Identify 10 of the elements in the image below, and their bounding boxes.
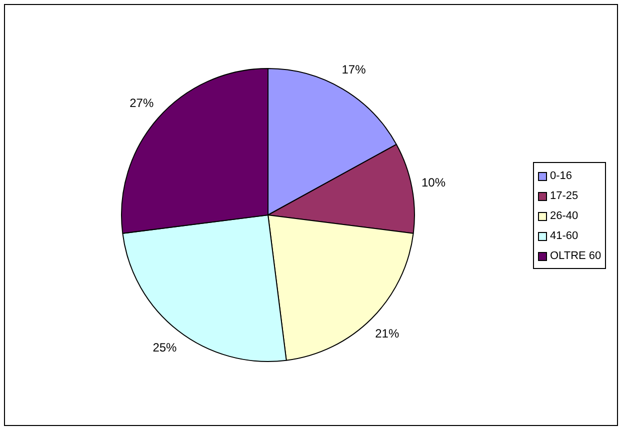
data-label: 17% xyxy=(342,62,366,76)
data-label: 21% xyxy=(375,326,400,340)
data-label: 10% xyxy=(422,176,446,190)
legend-label: 17-25 xyxy=(550,190,578,202)
legend-label: 26-40 xyxy=(550,210,578,222)
data-label: 27% xyxy=(130,96,154,110)
legend-label: 0-16 xyxy=(550,170,572,182)
data-label: 25% xyxy=(152,340,178,354)
legend-label: 41-60 xyxy=(550,230,578,242)
legend-label: OLTRE 60 xyxy=(550,250,602,262)
